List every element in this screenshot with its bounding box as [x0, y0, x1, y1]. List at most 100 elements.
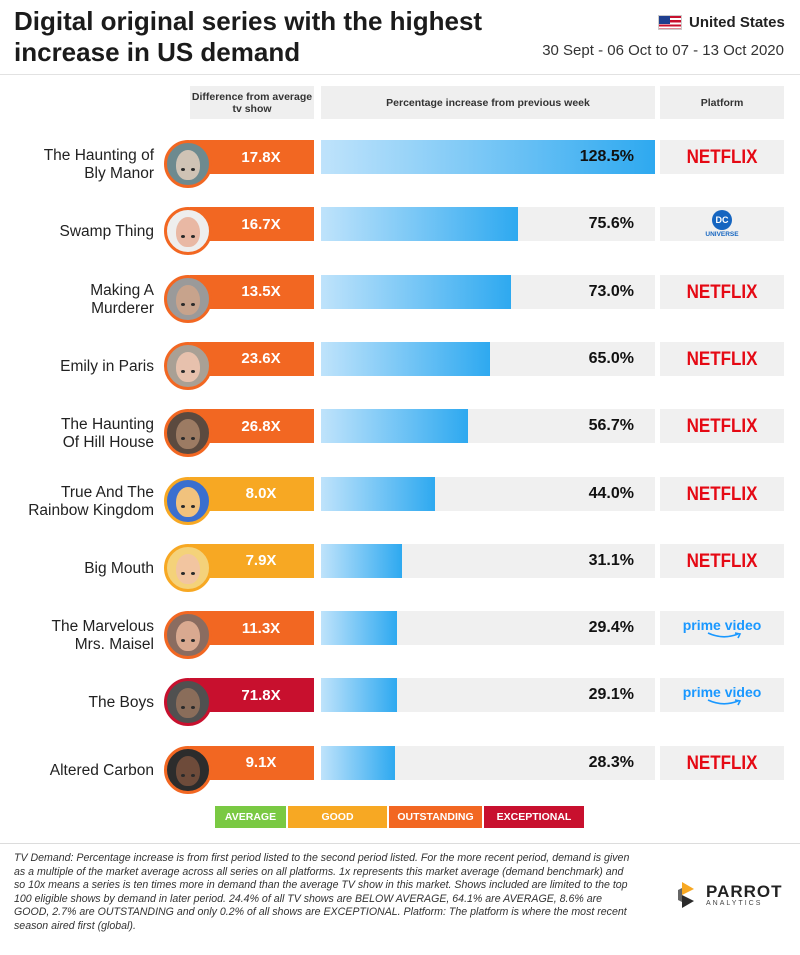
legend-item-average: AVERAGE [215, 806, 286, 828]
data-label: 28.3% [588, 753, 634, 771]
series-label: Making A Murderer [0, 267, 154, 333]
footer-divider [0, 843, 800, 844]
bar-track [321, 745, 655, 780]
chart-row: The Marvelous Mrs. Maisel 11.3X 29.4% prime … [0, 603, 800, 669]
platform-cell: NETFLIX [660, 476, 784, 511]
avatar-face [176, 553, 200, 584]
series-label-line-2: Of Hill House [62, 434, 154, 452]
legend-item-good: GOOD [288, 806, 387, 828]
avatar-eye [181, 571, 185, 575]
data-label: 128.5% [579, 148, 634, 165]
series-label-line-1: The Boys [88, 694, 154, 712]
bar [321, 543, 402, 578]
bar-track [321, 140, 655, 174]
us-flag-icon [658, 15, 682, 30]
dc-logo-mark: DC [711, 210, 732, 231]
header-divider [0, 74, 800, 75]
bar-track [321, 678, 655, 713]
bar [321, 274, 511, 309]
series-label-line-1: Making A [90, 281, 154, 299]
data-label: 31.1% [588, 551, 634, 569]
platform-cell: prime video [660, 678, 784, 713]
parrot-analytics-logo: PARROT ANALYTICS [676, 880, 783, 910]
avatar-face [176, 419, 200, 450]
series-label-text: The Haunting of Bly Manor [44, 147, 154, 183]
series-label-line-1: The Haunting of [43, 147, 154, 164]
bar-track [321, 207, 655, 242]
data-label: 56.7% [588, 417, 634, 435]
series-label-text: Making A Murderer [90, 282, 154, 318]
show-avatar-icon [164, 341, 212, 390]
data-label: 29.4% [588, 619, 634, 637]
bar [321, 341, 490, 376]
avatar-face [176, 150, 200, 180]
avatar-face [176, 621, 200, 652]
series-label-line-1: The Haunting [60, 416, 154, 434]
series-label-line-1: Swamp Thing [59, 223, 154, 241]
series-label-text: Big Mouth [84, 560, 154, 578]
avatar-face [176, 486, 200, 517]
avatar-eye [181, 437, 185, 441]
netflix-logo-icon: NETFLIX [686, 347, 758, 370]
netflix-logo-icon: NETFLIX [686, 549, 758, 572]
avatar-eye [191, 639, 195, 643]
avatar-eye [191, 168, 195, 171]
legend-item-outstanding: OUTSTANDING [389, 806, 482, 828]
bar [321, 140, 655, 174]
platform-cell: DC UNIVERSE [660, 207, 784, 242]
column-header-increase: Percentage increase from previous week [321, 86, 655, 119]
show-avatar-icon [164, 611, 212, 660]
chart-row: Emily in Paris 23.6X 65.0% NETFLIX [0, 334, 800, 400]
series-label: The Haunting Of Hill House [0, 401, 154, 467]
show-avatar-icon [164, 140, 212, 188]
show-avatar-icon [164, 207, 212, 256]
bar-track [321, 341, 655, 376]
prime-video-text: prime video [682, 616, 762, 633]
chart-title-line-1: Digital original series with the highest [14, 6, 483, 36]
series-label-text: Emily in Paris [60, 358, 154, 376]
bar-track [321, 543, 655, 578]
chart-row: Altered Carbon 9.1X 28.3% NETFLIX [0, 738, 800, 804]
avatar-eye [181, 504, 185, 508]
footnote-text: : Percentage increase is from first peri… [14, 852, 630, 932]
country-name: United States [689, 14, 785, 31]
bar-track [321, 409, 655, 444]
avatar-eye [191, 369, 195, 373]
chart-row: The Haunting of Bly Manor 17.8X 128.5% NETFL… [0, 132, 800, 198]
brand-sub: ANALYTICS [706, 900, 763, 907]
avatar-eye [181, 235, 185, 239]
bar [321, 409, 469, 444]
show-avatar-icon [164, 543, 212, 592]
bar [321, 476, 436, 511]
series-label: The Boys [0, 670, 154, 736]
prime-smile-icon [707, 631, 742, 638]
avatar-face [176, 755, 200, 786]
bar [321, 678, 397, 713]
chart-row: Making A Murderer 13.5X 73.0% NETFLIX [0, 267, 800, 333]
netflix-logo-icon: NETFLIX [686, 482, 758, 504]
avatar-eye [181, 706, 185, 710]
parrot-logo-icon [678, 882, 694, 908]
netflix-logo-icon: NETFLIX [686, 751, 758, 774]
data-label: 73.0% [588, 282, 634, 300]
series-label-line-2: Rainbow Kingdom [28, 501, 154, 519]
platform-cell: NETFLIX [660, 409, 784, 444]
platform-cell: NETFLIX [660, 274, 784, 309]
data-label: 44.0% [588, 484, 634, 502]
date-period: 30 Sept - 06 Oct to 07 - 13 Oct 2020 [542, 42, 784, 59]
netflix-logo-icon: NETFLIX [686, 414, 758, 437]
series-label-line-1: Emily in Paris [60, 357, 154, 375]
chart-row: Swamp Thing 16.7X 75.6% DC UNIVERSE [0, 199, 800, 265]
avatar-eye [191, 773, 195, 777]
chart-title-line-2: increase in US demand [14, 37, 301, 67]
show-avatar-icon [164, 274, 212, 323]
avatar-face [176, 351, 200, 382]
column-header-platform: Platform [660, 86, 784, 119]
avatar-face [176, 284, 200, 315]
platform-cell: NETFLIX [660, 140, 784, 174]
bar-track [321, 611, 655, 646]
series-label-text: The Boys [89, 694, 154, 712]
series-label: True And The Rainbow Kingdom [0, 469, 154, 535]
series-label-line-1: The Marvelous [51, 618, 154, 636]
show-avatar-icon [164, 409, 212, 458]
